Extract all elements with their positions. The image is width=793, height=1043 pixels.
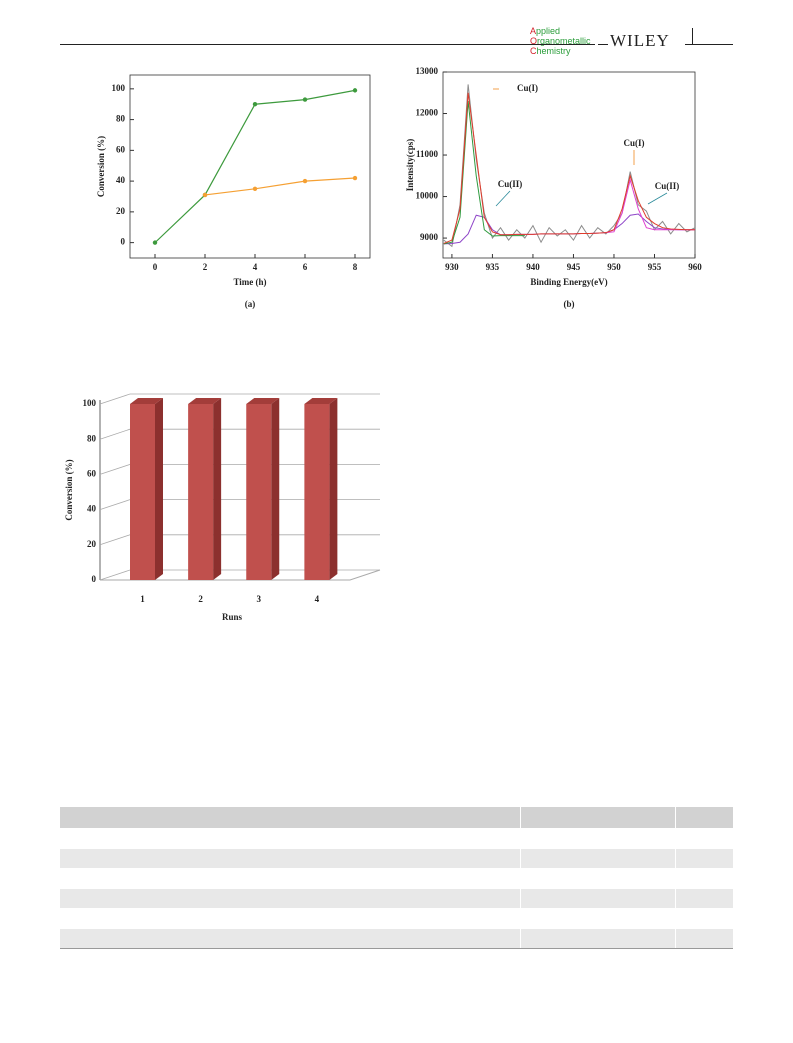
bar	[246, 404, 272, 580]
data-point	[152, 240, 158, 245]
y-tick-label: 10000	[416, 191, 439, 201]
x-tick-label: 2	[198, 594, 203, 604]
panel-label: (b)	[564, 299, 575, 309]
annotation-arrow	[495, 190, 511, 207]
x-tick-label: 960	[688, 262, 702, 272]
bar-top	[246, 398, 280, 404]
y-axis-label: Intensity(cps)	[405, 139, 415, 192]
bar-top	[188, 398, 222, 404]
y-tick-label: 80	[87, 433, 97, 443]
table-row	[60, 889, 733, 908]
journal-name: Applied	[530, 26, 561, 36]
y-tick-label: 0	[92, 574, 97, 584]
bar	[188, 404, 214, 580]
bar	[130, 404, 155, 580]
series-line	[443, 92, 695, 244]
x-tick-label: 1	[140, 594, 145, 604]
annotation-arrow	[647, 192, 668, 205]
y-tick-label: 100	[112, 83, 126, 93]
y-tick-label: 80	[116, 114, 126, 124]
x-tick-label: 955	[648, 262, 662, 272]
x-tick-label: 6	[303, 262, 308, 272]
x-tick-label: 4	[315, 594, 320, 604]
data-point	[202, 192, 208, 198]
journal-name: Organometallic	[530, 36, 591, 46]
series-line	[154, 89, 356, 244]
y-tick-label: 40	[116, 175, 126, 185]
series-line	[443, 101, 525, 245]
grid-line	[99, 393, 380, 405]
header-rule	[692, 28, 693, 45]
bar-side	[155, 398, 163, 580]
annotation: Cu(I)	[517, 83, 538, 93]
y-tick-label: 9000	[420, 232, 439, 242]
plot-frame	[129, 74, 371, 259]
header-rule	[598, 44, 608, 45]
floor	[100, 569, 381, 581]
series-line	[443, 213, 695, 245]
y-axis-label: Conversion (%)	[64, 459, 74, 520]
y-axis-label: Conversion (%)	[96, 136, 106, 197]
y-tick-label: 0	[121, 237, 126, 247]
publisher: WILEY	[610, 31, 670, 50]
bar-top	[130, 398, 163, 404]
data-point	[302, 178, 308, 184]
header-rule	[685, 44, 733, 45]
table-divider	[675, 807, 676, 948]
y-tick-label: 20	[116, 206, 126, 216]
series-line	[204, 177, 356, 196]
annotation: Cu(II)	[498, 179, 523, 189]
data-point	[252, 102, 258, 107]
table-rule	[60, 948, 733, 949]
x-axis-label: Binding Energy(eV)	[530, 277, 607, 287]
x-tick-label: 930	[445, 262, 459, 272]
data-point	[252, 186, 258, 191]
x-tick-label: 4	[253, 262, 258, 272]
y-tick-label: 13000	[416, 66, 439, 76]
bar-side	[271, 398, 280, 580]
data-point	[352, 175, 358, 181]
bar-side	[213, 398, 222, 580]
annotation: Cu(II)	[655, 181, 680, 191]
series-line	[443, 84, 696, 248]
table-header	[60, 807, 733, 828]
x-tick-label: 3	[257, 594, 262, 604]
y-tick-label: 40	[87, 504, 97, 514]
data-point	[302, 97, 308, 102]
annotation: Cu(I)	[623, 138, 644, 148]
x-tick-label: 2	[203, 262, 208, 272]
bar-side	[329, 398, 338, 580]
table-row	[60, 849, 733, 868]
panel-label: (a)	[245, 299, 256, 309]
x-tick-label: 950	[607, 262, 621, 272]
x-tick-label: 940	[526, 262, 540, 272]
bar-top	[304, 398, 338, 404]
y-tick-label: 100	[83, 398, 97, 408]
data-point	[352, 88, 358, 93]
y-tick-label: 60	[116, 144, 126, 154]
x-tick-label: 935	[486, 262, 500, 272]
table-row	[60, 929, 733, 948]
x-tick-label: 0	[153, 262, 158, 272]
plot-frame	[442, 71, 696, 259]
journal-name: Chemistry	[530, 46, 571, 56]
table-divider	[520, 807, 521, 948]
bar	[304, 404, 330, 580]
x-axis-label: Runs	[222, 612, 243, 622]
y-tick-label: 11000	[416, 149, 439, 159]
x-tick-label: 945	[567, 262, 581, 272]
y-tick-label: 60	[87, 468, 97, 478]
header-rule	[60, 44, 595, 45]
x-axis-label: Time (h)	[233, 277, 266, 287]
y-tick-label: 12000	[416, 108, 439, 118]
y-tick-label: 20	[87, 539, 97, 549]
x-tick-label: 8	[353, 262, 358, 272]
